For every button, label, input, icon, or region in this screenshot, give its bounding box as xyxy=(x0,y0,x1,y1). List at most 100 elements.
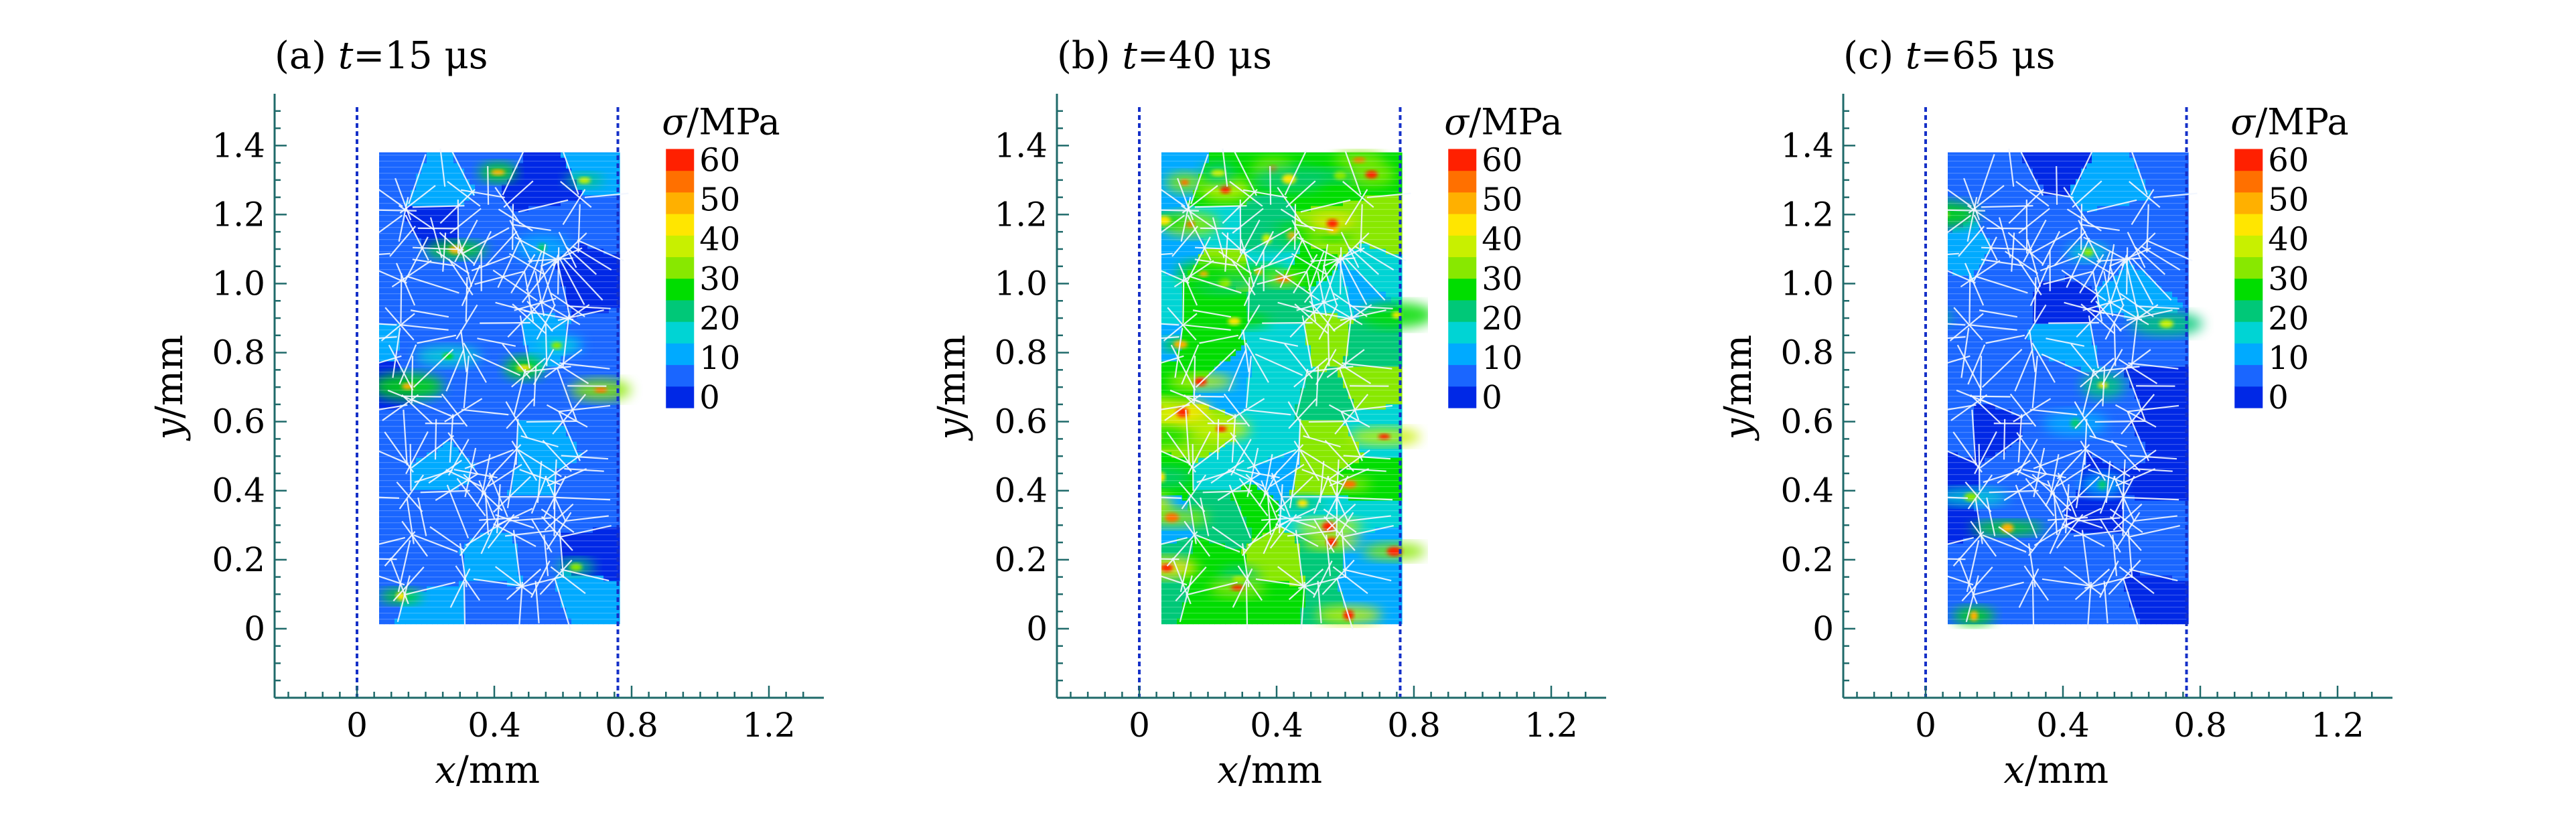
time-symbol: t xyxy=(1122,34,1137,78)
colorbar-tick-label: 10 xyxy=(2268,340,2309,377)
grain-boundaries xyxy=(379,149,629,629)
y-tick-label: 0.8 xyxy=(212,333,265,372)
x-tick-label: 1.2 xyxy=(742,706,796,745)
colorbar-swatch xyxy=(2234,278,2263,301)
colorbar-tick-label: 30 xyxy=(699,260,740,298)
panel-title: (a) t=15 μs xyxy=(275,34,488,78)
colorbar-swatch xyxy=(2234,386,2263,408)
panel-label: (b) xyxy=(1057,34,1122,78)
y-tick-label: 0.4 xyxy=(1780,471,1834,510)
time-value: =65 μs xyxy=(1920,34,2055,78)
x-unit: /mm xyxy=(456,749,540,792)
colorbar-swatch xyxy=(2234,170,2263,193)
colorbar-swatch xyxy=(1448,364,1477,387)
y-axis-label: y/mm xyxy=(148,335,192,442)
colorbar-title: σ/MPa xyxy=(2230,100,2348,143)
colorbar-tick-label: 60 xyxy=(699,142,740,179)
colorbar-swatch xyxy=(666,386,695,408)
grain-boundaries xyxy=(1161,149,1411,629)
colorbar-swatch xyxy=(1448,170,1477,193)
y-tick-label: 1.0 xyxy=(212,264,265,303)
panel-b: 0 0.4 0.8 1.200.20.40.60.81.01.21.4x/mmy/mm… xyxy=(930,34,1606,792)
x-tick-label: 1.2 xyxy=(2311,706,2364,745)
colorbar-tick-label: 0 xyxy=(2268,379,2289,417)
y-tick-label: 0.6 xyxy=(1780,402,1834,441)
x-axis-label: x/mm xyxy=(2003,749,2108,792)
panel-title: (c) t=65 μs xyxy=(1843,34,2056,78)
particle-streaks xyxy=(379,155,618,620)
x-symbol: x xyxy=(435,749,456,792)
colorbar-swatch xyxy=(2234,192,2263,214)
x-tick-label: 0.8 xyxy=(605,706,658,745)
y-unit: /mm xyxy=(930,335,974,419)
colorbar-swatch xyxy=(666,235,695,258)
colorbar-swatch xyxy=(1448,386,1477,408)
colorbar-swatch xyxy=(2234,321,2263,344)
x-axis-label: x/mm xyxy=(435,749,540,792)
sigma-symbol: σ xyxy=(2230,100,2257,143)
y-axis-label: y/mm xyxy=(930,335,974,442)
y-tick-label: 0.2 xyxy=(212,540,265,579)
colorbar-tick-label: 60 xyxy=(1482,142,1522,179)
grain-boundaries xyxy=(1948,149,2198,629)
y-tick-label: 0.4 xyxy=(212,471,265,510)
colorbar-swatch xyxy=(2234,235,2263,258)
y-tick-label: 1.2 xyxy=(1780,195,1834,234)
y-unit: /mm xyxy=(148,335,192,419)
x-unit: /mm xyxy=(2025,749,2108,792)
y-tick-label: 0 xyxy=(1812,609,1834,648)
x-tick-label: 0 xyxy=(346,706,368,745)
colorbar-swatch xyxy=(666,343,695,366)
stress-field xyxy=(1161,149,1428,629)
colorbar-tick-label: 10 xyxy=(1482,340,1522,377)
sigma-symbol: σ xyxy=(662,100,688,143)
colorbar-swatch xyxy=(1448,192,1477,214)
x-tick-label: 0 xyxy=(1129,706,1150,745)
x-tick-label: 0.4 xyxy=(468,706,521,745)
y-tick-label: 1.4 xyxy=(1780,126,1834,165)
colorbar-swatch xyxy=(1448,149,1477,171)
colorbar-title: σ/MPa xyxy=(662,100,780,143)
colorbar-tick-label: 20 xyxy=(1482,300,1522,337)
y-tick-label: 1.4 xyxy=(994,126,1048,165)
sigma-unit: /MPa xyxy=(2255,100,2349,143)
y-tick-label: 0.6 xyxy=(212,402,265,441)
x-tick-label: 0.4 xyxy=(2036,706,2090,745)
colorbar-tick-label: 10 xyxy=(699,340,740,377)
colorbar-tick-label: 20 xyxy=(699,300,740,337)
sigma-unit: /MPa xyxy=(1469,100,1563,143)
x-symbol: x xyxy=(1217,749,1238,792)
colorbar-tick-label: 40 xyxy=(2268,221,2309,258)
time-symbol: t xyxy=(338,34,354,78)
panel-title: (b) t=40 μs xyxy=(1057,34,1272,78)
y-tick-label: 1.4 xyxy=(212,126,265,165)
colorbar-swatch xyxy=(2234,364,2263,387)
colorbar-swatch xyxy=(1448,214,1477,236)
panel-c: 0 0.4 0.8 1.200.20.40.60.81.01.21.4x/mmy/mm… xyxy=(1717,34,2392,792)
y-symbol: y xyxy=(148,417,192,441)
x-tick-label: 0.4 xyxy=(1250,706,1303,745)
sigma-symbol: σ xyxy=(1444,100,1470,143)
panel-label: (c) xyxy=(1843,34,1906,78)
colorbar-tick-label: 50 xyxy=(2268,181,2309,219)
x-tick-label: 0.8 xyxy=(1387,706,1441,745)
y-tick-label: 1.2 xyxy=(994,195,1048,234)
colorbar-swatch xyxy=(666,149,695,171)
time-value: =40 μs xyxy=(1137,34,1272,78)
colorbar-tick-label: 30 xyxy=(1482,260,1522,298)
panel-label: (a) xyxy=(275,34,338,78)
panel-a: 0 0.4 0.8 1.200.20.40.60.81.01.21.4x/mmy/mm… xyxy=(148,34,824,792)
colorbar-swatch xyxy=(666,321,695,344)
colorbar-tick-label: 60 xyxy=(2268,142,2309,179)
colorbar-tick-label: 0 xyxy=(1482,379,1502,417)
time-symbol: t xyxy=(1906,34,1921,78)
colorbar-swatch xyxy=(2234,256,2263,279)
x-symbol: x xyxy=(2003,749,2025,792)
colorbar-swatch xyxy=(666,214,695,236)
x-tick-label: 1.2 xyxy=(1524,706,1578,745)
colorbar-swatch xyxy=(1448,278,1477,301)
colorbar-swatch xyxy=(1448,235,1477,258)
colorbar-title: σ/MPa xyxy=(1444,100,1562,143)
y-tick-label: 0.2 xyxy=(1780,540,1834,579)
